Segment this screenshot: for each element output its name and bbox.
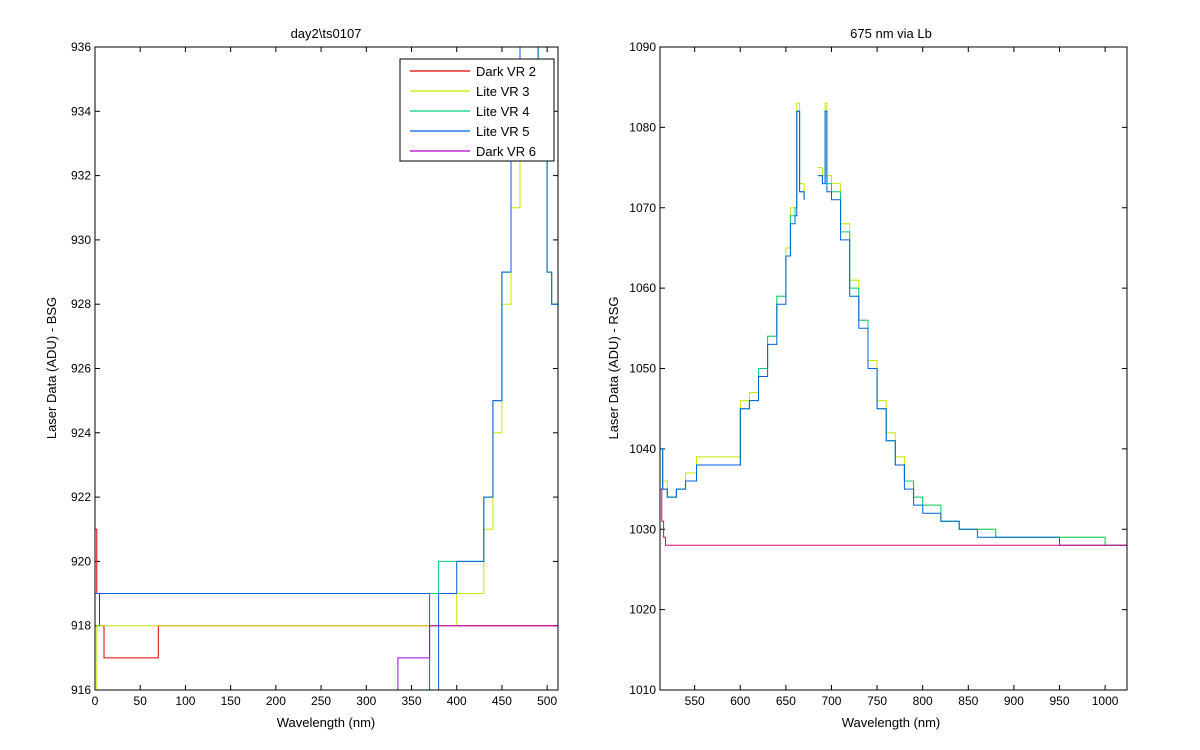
- left-y-tick-label: 932: [71, 169, 91, 183]
- left-y-axis-label: Laser Data (ADU) - BSG: [44, 297, 59, 439]
- left-x-tick-label: 350: [401, 694, 421, 708]
- left-x-axis-label: Wavelength (nm): [277, 715, 376, 730]
- right-series-lite-vr-5: [660, 110, 1127, 546]
- left-ticks: 0 50 100 150 200 250 300 350 400 450 500 916 918 920 9…: [71, 40, 558, 708]
- right-y-axis-label: Laser Data (ADU) - RSG: [606, 296, 621, 439]
- right-x-tick-label: 700: [821, 694, 841, 708]
- right-y-tick-label: 1060: [629, 281, 656, 295]
- left-x-tick-label: 400: [447, 694, 467, 708]
- right-x-tick-label: 650: [776, 694, 796, 708]
- legend-label-dark-vr-6: Dark VR 6: [476, 144, 536, 159]
- right-plot-frame: [659, 46, 1128, 691]
- right-series-lite-vr-3: [660, 102, 1127, 554]
- legend-box: [399, 58, 555, 162]
- right-x-axis-label: Wavelength (nm): [842, 715, 941, 730]
- right-chart-title: 675 nm via Lb: [850, 26, 932, 41]
- right-y-tick-label: 1050: [629, 362, 656, 376]
- right-x-tick-label: 1000: [1092, 694, 1119, 708]
- right-x-tick-label: 600: [730, 694, 750, 708]
- right-x-tick-label: 900: [1004, 694, 1024, 708]
- right-y-tick-label: 1020: [629, 603, 656, 617]
- left-y-tick-label: 934: [71, 104, 91, 118]
- right-y-tick-label: 1080: [629, 120, 656, 134]
- left-x-tick-label: 300: [356, 694, 376, 708]
- left-y-tick-label: 928: [71, 297, 91, 311]
- left-x-tick-label: 50: [134, 694, 148, 708]
- left-y-tick-label: 916: [71, 683, 91, 697]
- left-y-tick-label: 930: [71, 233, 91, 247]
- right-y-tick-label: 1030: [629, 522, 656, 536]
- left-x-tick-label: 200: [266, 694, 286, 708]
- right-series-lite-vr-4: [660, 110, 1127, 546]
- right-x-tick-label: 550: [685, 694, 705, 708]
- left-y-tick-label: 920: [71, 554, 91, 568]
- left-x-tick-label: 150: [221, 694, 241, 708]
- right-y-tick-label: 1010: [629, 683, 656, 697]
- right-x-tick-label: 800: [913, 694, 933, 708]
- left-chart-title: day2\ts0107: [291, 26, 362, 41]
- left-y-tick-label: 924: [71, 426, 91, 440]
- right-axes: 675 nm via Lb Wavelength (nm) Laser Data…: [606, 26, 1128, 730]
- right-x-tick-label: 750: [867, 694, 887, 708]
- left-y-tick-label: 936: [71, 40, 91, 54]
- right-x-tick-label: 950: [1049, 694, 1069, 708]
- legend-label-lite-vr-3: Lite VR 3: [476, 84, 529, 99]
- left-plot-frame: [94, 46, 559, 691]
- right-y-tick-label: 1070: [629, 201, 656, 215]
- right-ticks: 550 600 650 700 750 800 850 900 950 1000 1010 1020 1…: [629, 40, 1127, 708]
- legend-label-lite-vr-4: Lite VR 4: [476, 104, 529, 119]
- legend-label-dark-vr-2: Dark VR 2: [476, 64, 536, 79]
- legend-label-lite-vr-5: Lite VR 5: [476, 124, 529, 139]
- left-y-tick-label: 926: [71, 362, 91, 376]
- left-y-tick-label: 922: [71, 490, 91, 504]
- right-x-tick-label: 850: [958, 694, 978, 708]
- right-series: [660, 102, 1127, 554]
- left-y-tick-label: 918: [71, 619, 91, 633]
- left-x-tick-label: 500: [537, 694, 557, 708]
- left-x-tick-label: 0: [92, 694, 99, 708]
- left-axes: day2\ts0107 Wavelength (nm) Laser Data (…: [44, 26, 559, 730]
- right-y-tick-label: 1090: [629, 40, 656, 54]
- left-x-tick-label: 100: [175, 694, 195, 708]
- right-series-dark-vr-6: [660, 488, 1127, 546]
- legend: Dark VR 2 Lite VR 3 Lite VR 4 Lite VR 5 Dark…: [399, 58, 555, 162]
- right-y-tick-label: 1040: [629, 442, 656, 456]
- left-series-dark-vr-6: [393, 625, 558, 690]
- left-x-tick-label: 450: [492, 694, 512, 708]
- left-x-tick-label: 250: [311, 694, 331, 708]
